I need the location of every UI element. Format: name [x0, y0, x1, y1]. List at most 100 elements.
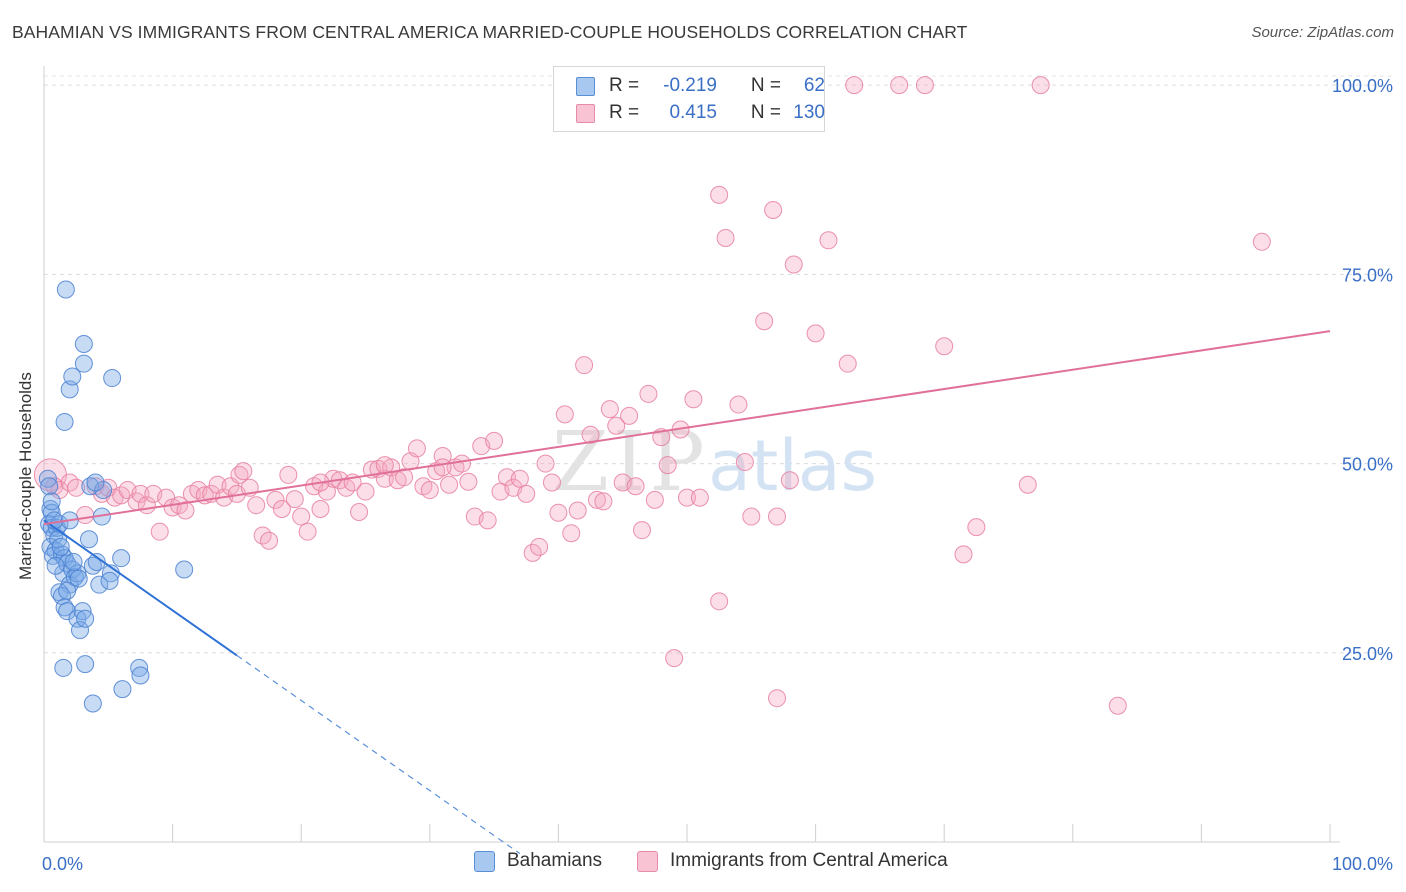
- central-america-point: [784, 255, 803, 274]
- bahamian-point: [51, 537, 70, 556]
- central-america-point: [562, 524, 581, 543]
- central-america-point: [555, 405, 574, 424]
- central-america-point: [530, 537, 549, 556]
- central-america-point: [497, 468, 516, 487]
- watermark: ZIP atlas: [552, 415, 877, 510]
- central-america-point: [1031, 76, 1050, 95]
- x-tick-label-max: 100.0%: [1332, 854, 1393, 874]
- central-america-point: [150, 522, 169, 541]
- central-america-point: [838, 354, 857, 373]
- central-america-point: [678, 488, 696, 507]
- central-america-point: [517, 484, 536, 503]
- stats-legend: R = -0.219 N = 62 R = 0.415 N = 130: [553, 66, 825, 132]
- bahamian-point: [83, 694, 102, 713]
- r-value: 0.415: [669, 102, 717, 123]
- chart-title: BAHAMIAN VS IMMIGRANTS FROM CENTRAL AMER…: [12, 22, 968, 42]
- legend-swatch-central-america: [637, 850, 658, 872]
- bahamian-point: [103, 369, 122, 388]
- bahamian-point: [100, 571, 119, 590]
- central-america-point: [1108, 696, 1127, 715]
- axes: [43, 66, 1340, 843]
- r-label: R =: [609, 102, 640, 123]
- central-america-point: [645, 490, 664, 509]
- bahamian-point: [38, 469, 57, 488]
- bahamian-point: [131, 666, 150, 685]
- bahamian-point: [73, 602, 92, 621]
- trend-lines: [43, 330, 1331, 855]
- central-america-point: [452, 454, 471, 473]
- central-america-point: [485, 431, 504, 450]
- central-america-point: [510, 469, 529, 488]
- bahamian-point: [80, 530, 99, 549]
- y-tick-label: 50.0%: [1342, 455, 1393, 475]
- data-points: [33, 76, 1271, 715]
- central-america-point: [780, 471, 799, 490]
- central-america-point: [356, 482, 375, 501]
- central-america-point: [292, 507, 311, 526]
- legend-swatch-bahamians: [474, 850, 495, 872]
- central-america-point: [272, 499, 291, 518]
- central-america-point: [690, 488, 709, 507]
- central-america-point: [420, 481, 439, 500]
- central-america-point: [620, 406, 639, 425]
- bahamian-point: [45, 511, 64, 530]
- central-america-point: [764, 201, 783, 220]
- central-america-point: [266, 490, 285, 509]
- bahamian-point: [58, 581, 77, 600]
- central-america-point: [568, 501, 587, 520]
- legend-item-bahamians: Bahamians: [474, 850, 602, 872]
- central-america-point: [575, 356, 594, 375]
- central-america-point: [549, 503, 568, 522]
- bahamian-point: [86, 473, 105, 492]
- central-america-point: [755, 312, 774, 331]
- central-america-point: [806, 324, 825, 343]
- central-america-point: [247, 496, 266, 515]
- bahamian-point: [58, 602, 77, 621]
- central-america-point: [594, 492, 613, 511]
- central-america-point: [542, 473, 561, 492]
- central-america-point: [626, 477, 645, 496]
- central-america-point: [639, 384, 658, 403]
- bahamian-point: [113, 680, 132, 699]
- source-label: Source: ZipAtlas.com: [1251, 24, 1394, 41]
- y-axis-label: Married-couple Households: [16, 372, 35, 580]
- central-america-point: [234, 462, 253, 481]
- central-america-point: [478, 511, 497, 530]
- bahamian-point: [55, 412, 74, 431]
- bahamian-trend-line: [43, 519, 238, 657]
- y-tick-label: 100.0%: [1332, 76, 1393, 96]
- central-america-point: [915, 76, 934, 95]
- central-america-point: [716, 229, 735, 248]
- central-america-point: [729, 395, 748, 414]
- central-america-point: [768, 507, 787, 526]
- bahamian-point: [130, 658, 149, 677]
- central-america-point: [433, 458, 452, 477]
- central-america-point: [260, 531, 279, 550]
- stats-row-bahamians: R = -0.219 N = 62: [576, 73, 825, 99]
- bahamian-point: [90, 575, 109, 594]
- central-america-point: [967, 518, 986, 537]
- legend-label-bahamians: Bahamians: [507, 850, 603, 871]
- central-america-point: [665, 649, 684, 668]
- central-america-point: [600, 400, 619, 419]
- grid-lines: [44, 75, 1394, 654]
- central-america-point: [298, 522, 317, 541]
- legend-label-central-america: Immigrants from Central America: [670, 850, 948, 871]
- central-america-point: [1252, 232, 1271, 251]
- central-america-point: [658, 456, 677, 475]
- legend-swatch-central-america: [576, 103, 595, 123]
- central-america-point: [742, 507, 761, 526]
- bahamian-point: [175, 560, 194, 579]
- bahamian-point: [64, 552, 83, 571]
- bahamian-point: [76, 609, 95, 628]
- tick-labels: 25.0% 50.0% 75.0% 100.0% 0.0% 100.0%: [42, 76, 1393, 874]
- central-america-point: [710, 185, 729, 204]
- central-america-point: [768, 689, 787, 708]
- r-value: -0.219: [663, 75, 717, 96]
- central-america-point: [395, 468, 414, 487]
- bahamian-point: [76, 655, 95, 674]
- n-value: 130: [793, 102, 825, 123]
- central-america-point: [76, 506, 95, 525]
- central-america-point: [632, 521, 651, 540]
- stats-row-central-america: R = 0.415 N = 130: [576, 100, 825, 126]
